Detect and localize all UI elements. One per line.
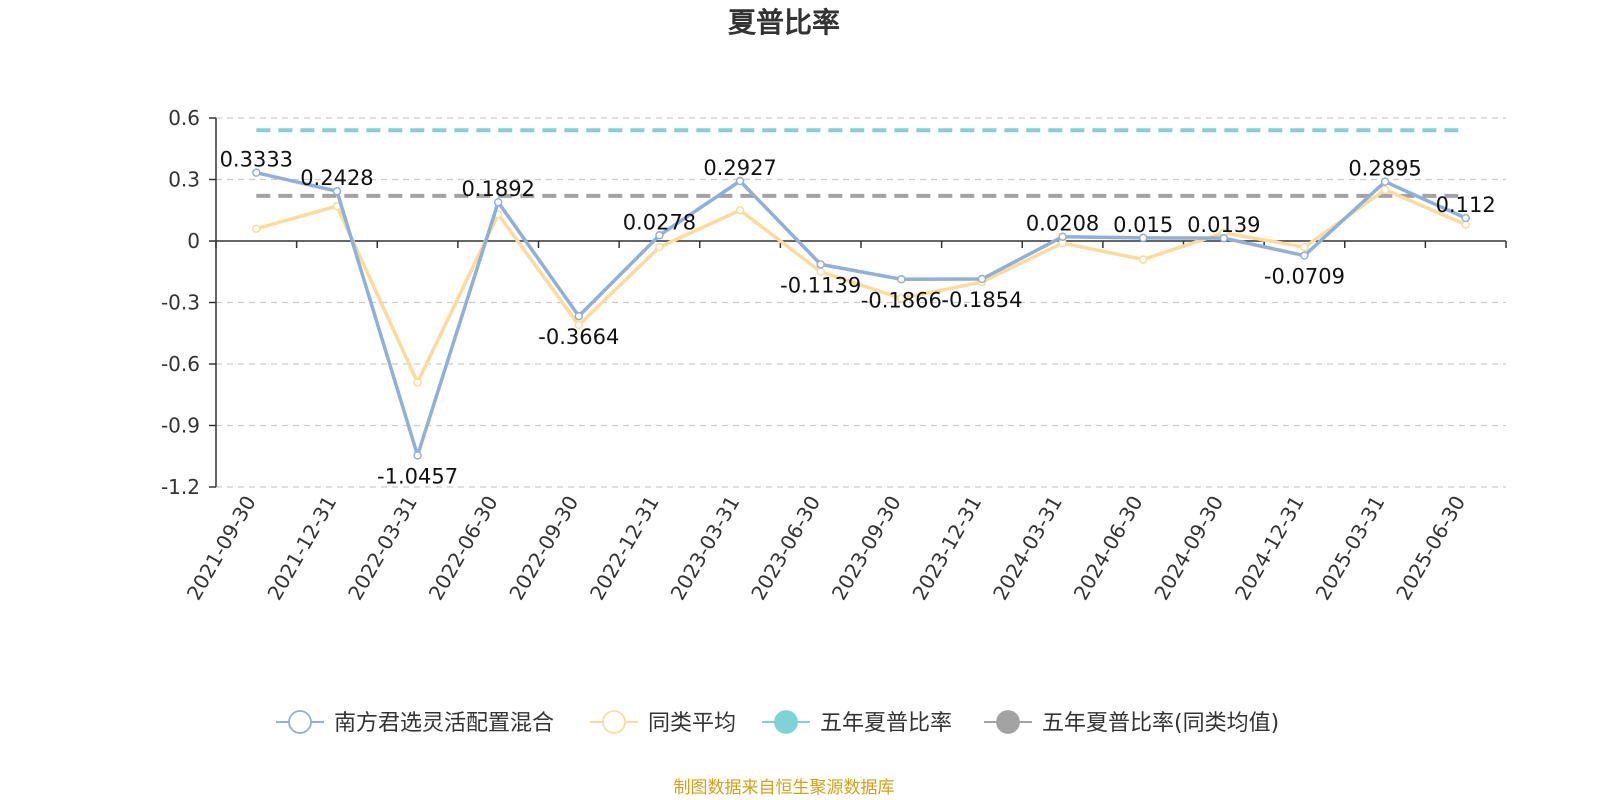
data-label: 0.0139 — [1187, 213, 1260, 237]
legend-label: 同类平均 — [648, 711, 736, 736]
data-point — [332, 186, 342, 196]
data-label: 0.015 — [1113, 213, 1173, 237]
data-point — [897, 275, 906, 284]
x-tick-label: 2023-12-31 — [907, 492, 986, 605]
x-tick-label: 2024-06-30 — [1069, 492, 1148, 605]
legend-marker — [996, 710, 1020, 734]
data-label: 0.0208 — [1026, 212, 1099, 236]
data-point — [735, 206, 745, 215]
data-label: 0.1892 — [461, 177, 534, 201]
x-tick-label: 2024-12-31 — [1230, 492, 1309, 605]
x-tick-label: 2021-12-31 — [262, 492, 341, 605]
y-tick-label: -0.6 — [161, 352, 200, 376]
legend-item: 五年夏普比率(同类均值) — [984, 710, 1279, 736]
y-tick-label: -0.9 — [161, 414, 200, 438]
data-point — [816, 260, 825, 269]
y-tick-label: 0.6 — [168, 106, 200, 130]
legend-marker — [774, 710, 798, 734]
data-label: -0.1854 — [941, 288, 1022, 312]
data-point — [735, 176, 745, 186]
data-labels: 0.3333 0.2428 -1.0457 0.1892 -0.3664 0.0278 0.… — [220, 148, 1496, 489]
series-line — [255, 188, 1467, 385]
data-point — [413, 451, 422, 460]
y-tick-label: 0 — [187, 229, 200, 253]
x-tick-label: 2022-09-30 — [504, 492, 583, 605]
grid-lines — [216, 117, 1506, 488]
data-point — [897, 294, 906, 303]
x-tick-label: 2022-03-31 — [343, 492, 422, 605]
data-point — [252, 168, 261, 177]
x-tick-label: 2024-03-31 — [988, 492, 1067, 605]
data-label: -0.3664 — [538, 325, 619, 349]
x-tick-label: 2023-03-31 — [665, 492, 744, 605]
y-tick-label: 0.3 — [168, 168, 200, 192]
x-tick-label: 2025-06-30 — [1391, 492, 1470, 605]
reference-lines — [256, 128, 1466, 198]
series-lines — [252, 168, 1470, 460]
data-point — [1058, 232, 1067, 241]
x-tick-label: 2022-12-31 — [585, 492, 664, 605]
y-tick-label: -1.2 — [161, 475, 200, 499]
data-point — [574, 320, 584, 330]
legend-item: 南方君选灵活配置混合 — [276, 710, 554, 736]
legend-label: 南方君选灵活配置混合 — [334, 711, 554, 736]
data-label: 0.2428 — [300, 166, 373, 190]
data-point — [1300, 242, 1309, 252]
x-tick-label: 2023-09-30 — [827, 492, 906, 605]
legend-marker — [288, 710, 312, 734]
x-tick-label: 2025-03-31 — [1310, 492, 1389, 605]
data-point — [413, 378, 422, 387]
x-tick-label: 2024-09-30 — [1149, 492, 1228, 605]
data-point — [493, 197, 503, 207]
data-point — [1300, 251, 1309, 260]
data-label: 0.2927 — [703, 156, 776, 180]
data-point — [655, 242, 664, 252]
data-point — [655, 231, 664, 240]
legend-label: 五年夏普比率(同类均值) — [1042, 711, 1279, 736]
data-label: 0.112 — [1436, 193, 1496, 217]
x-tick-label: 2021-09-30 — [182, 492, 261, 605]
data-label: 0.3333 — [220, 148, 293, 172]
legend-item: 五年夏普比率 — [762, 710, 952, 736]
legend: 南方君选灵活配置混合 同类平均 五年夏普比率 五年夏普比率(同类均值) — [276, 710, 1279, 736]
series-line — [255, 170, 1467, 458]
legend-marker — [602, 710, 626, 734]
data-point — [1138, 255, 1148, 264]
data-label: -0.1139 — [780, 273, 861, 297]
source-note: 制图数据来自恒生聚源数据库 — [674, 778, 895, 798]
x-tick-label: 2023-06-30 — [746, 492, 825, 605]
y-tick-label: -0.3 — [161, 291, 200, 315]
data-point — [1380, 177, 1390, 186]
data-label: -0.1866 — [861, 288, 942, 312]
legend-item: 同类平均 — [590, 710, 736, 736]
chart-title: 夏普比率 — [728, 6, 840, 39]
x-tick-label: 2022-06-30 — [424, 492, 503, 605]
data-point — [977, 274, 987, 284]
data-point — [1138, 233, 1148, 243]
data-point — [1461, 213, 1470, 223]
legend-label: 五年夏普比率 — [820, 711, 952, 736]
data-label: 0.2895 — [1348, 157, 1421, 181]
data-label: 0.0278 — [623, 210, 696, 234]
data-point — [574, 311, 584, 321]
data-label: -0.0709 — [1264, 265, 1345, 289]
data-point — [252, 224, 261, 233]
data-point — [1219, 233, 1229, 243]
data-point — [1380, 185, 1390, 194]
data-label: -1.0457 — [377, 464, 458, 488]
